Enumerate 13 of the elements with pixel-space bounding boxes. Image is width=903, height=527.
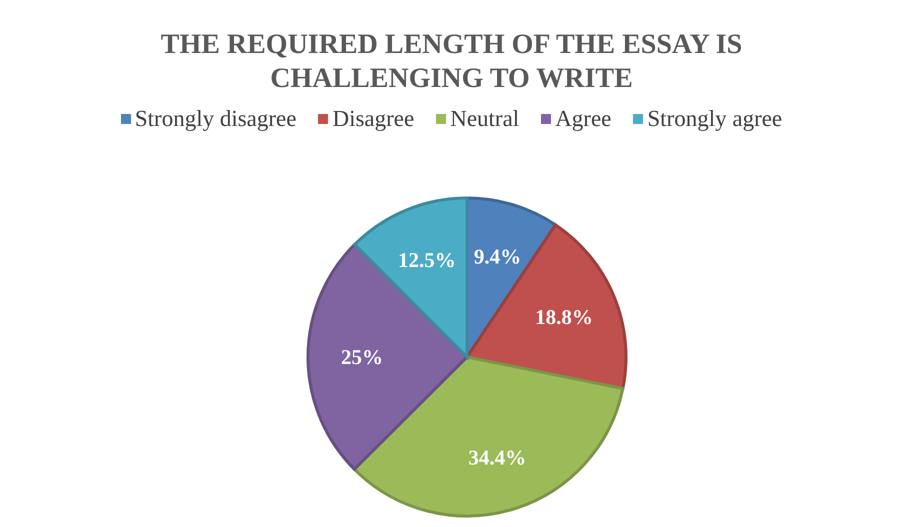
pie-slice (306, 242, 468, 471)
legend-label: Neutral (450, 106, 520, 132)
data-label: 9.4% (474, 244, 522, 269)
legend-label: Strongly agree (647, 106, 782, 132)
pie-slice (466, 223, 628, 390)
data-label: 34.4% (468, 446, 526, 470)
legend-label: Disagree (332, 106, 414, 132)
legend-label: Agree (555, 106, 612, 132)
data-label: 18.8% (535, 305, 593, 330)
chart-title: THE REQUIRED LENGTH OF THE ESSAY IS CHALLENGING TO WRITE (160, 28, 744, 96)
data-label: 25% (341, 344, 384, 369)
legend-label: Strongly disagree (134, 106, 296, 132)
data-label: 12.5% (398, 248, 456, 272)
